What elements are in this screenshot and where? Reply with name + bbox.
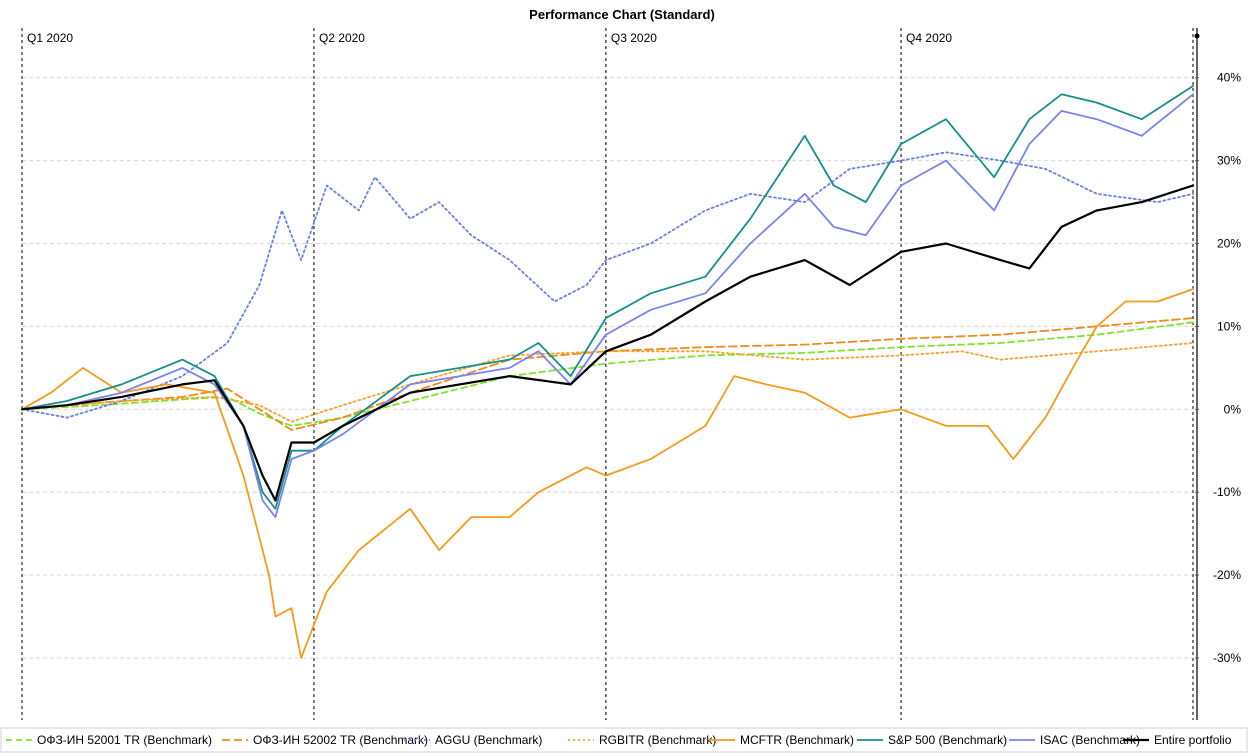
- series-line-rgbitr-benchmark: [21, 342, 1194, 423]
- legend-label[interactable]: Entire portfolio: [1154, 733, 1232, 747]
- y-tick-label: 20%: [1217, 237, 1241, 251]
- y-tick-label: -20%: [1213, 568, 1241, 582]
- series-line-офз-ин-52001-tr-benchmark: [21, 321, 1194, 427]
- series-line-aggu-benchmark: [21, 151, 1194, 419]
- legend-box: [0, 727, 1248, 753]
- quarter-label: Q4 2020: [906, 31, 952, 45]
- y-tick-label: 40%: [1217, 71, 1241, 85]
- legend-label[interactable]: RGBITR (Benchmark): [599, 733, 716, 747]
- y-tick-label: 10%: [1217, 319, 1241, 333]
- series-line-офз-ин-52002-tr-benchmark: [21, 317, 1194, 431]
- y-tick-label: 0%: [1224, 402, 1242, 416]
- series-layer: [20, 85, 1195, 659]
- legend: ОФЗ-ИН 52001 TR (Benchmark) ОФЗ-ИН 52002 …: [0, 727, 1248, 753]
- y-axis: 40% 30% 20% 10% 0% -10% -20% -30%: [1195, 71, 1241, 665]
- legend-label[interactable]: ISAC (Benchmark): [1040, 733, 1140, 747]
- end-marker-dot: [1194, 33, 1200, 39]
- y-tick-label: -10%: [1213, 485, 1241, 499]
- legend-label[interactable]: MCFTR (Benchmark): [740, 733, 854, 747]
- legend-label[interactable]: ОФЗ-ИН 52002 TR (Benchmark): [253, 733, 428, 747]
- legend-label[interactable]: ОФЗ-ИН 52001 TR (Benchmark): [37, 733, 212, 747]
- series-line-entire-portfolio: [20, 184, 1195, 502]
- series-line-mcftr-benchmark: [21, 288, 1194, 659]
- chart-title: Performance Chart (Standard): [529, 7, 715, 22]
- quarter-label: Q3 2020: [611, 31, 657, 45]
- y-tick-label: 30%: [1217, 154, 1241, 168]
- legend-label[interactable]: AGGU (Benchmark): [435, 733, 542, 747]
- quarter-markers: Q1 2020 Q2 2020 Q3 2020 Q4 2020: [21, 28, 1200, 720]
- quarter-label: Q2 2020: [319, 31, 365, 45]
- y-tick-label: -30%: [1213, 651, 1241, 665]
- legend-label[interactable]: S&P 500 (Benchmark): [888, 733, 1007, 747]
- quarter-label: Q1 2020: [27, 31, 73, 45]
- series-line-s-p-500-benchmark: [21, 85, 1194, 510]
